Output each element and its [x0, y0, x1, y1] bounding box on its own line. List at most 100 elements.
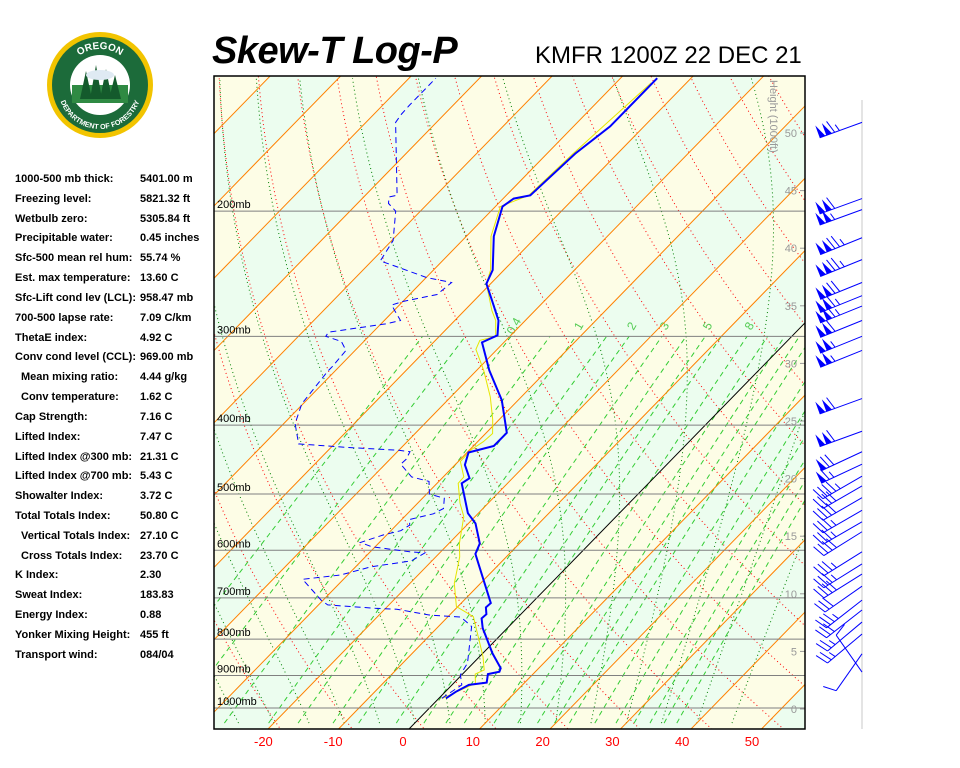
wind-barb-half	[830, 574, 837, 581]
wind-barb	[815, 209, 863, 226]
index-row: ThetaE index: 4.92 C	[15, 328, 215, 348]
dry-adiabat-line	[218, 76, 497, 729]
mixing-ratio-line	[537, 336, 786, 724]
wind-barb-pennant	[815, 401, 826, 414]
wind-barb-half	[839, 238, 845, 246]
isotherm-line	[214, 76, 271, 135]
wind-barb	[835, 624, 863, 673]
wind-barb-full	[826, 397, 836, 409]
isotherm-line	[824, 0, 960, 737]
wind-barb-full	[821, 493, 833, 504]
index-value: 183.83	[140, 589, 174, 602]
index-label: Cross Totals Index:	[21, 549, 123, 562]
index-value: 1.62 C	[140, 391, 173, 404]
wind-barb-pennant	[815, 355, 826, 368]
index-value: 969.00 mb	[140, 351, 194, 364]
temperature-tick-label: 40	[675, 734, 689, 749]
index-value: 5821.32 ft	[140, 192, 191, 205]
temperature-tick-label: 20	[535, 734, 549, 749]
wind-barb-half	[832, 613, 839, 619]
temperature-band	[214, 76, 341, 206]
height-tick-label: 30	[785, 358, 797, 370]
wind-barb-full	[819, 626, 831, 636]
wind-barb-pennant	[815, 325, 826, 338]
wind-barb-pennant	[821, 239, 833, 253]
index-label: Conv temperature:	[21, 391, 119, 404]
mixing-ratio-line	[268, 336, 551, 724]
index-row: Cross Totals Index: 23.70 C	[15, 546, 215, 566]
index-label: Mean mixing ratio:	[21, 371, 119, 384]
wind-barb-full	[823, 686, 837, 692]
isotherm-line	[690, 611, 805, 729]
wind-barb-half	[839, 260, 845, 268]
wind-barb-full	[817, 496, 828, 507]
wind-barb-full	[818, 600, 830, 610]
station-time-label: KMFR 1200Z 22 DEC 21	[535, 42, 802, 69]
height-tick-label: 10	[785, 589, 797, 601]
index-label: Energy Index:	[15, 609, 88, 622]
moist-adiabat-line	[214, 427, 345, 724]
pressure-label: 1000mb	[217, 696, 257, 708]
index-label: Total Totals Index:	[15, 509, 111, 522]
index-label: Yonker Mixing Height:	[15, 628, 131, 641]
logo-text-top: OREGON	[75, 41, 125, 58]
wind-barb	[815, 280, 863, 300]
height-tick-label: 15	[785, 531, 797, 543]
wind-barb	[815, 235, 863, 256]
isotherm-line	[337, 249, 805, 729]
height-tick-label: 45	[785, 186, 797, 198]
height-tick-label: 25	[785, 416, 797, 428]
wind-barb-full	[821, 541, 833, 551]
wind-barb-full	[826, 430, 836, 442]
index-value: 0.88	[140, 609, 162, 622]
wind-barb-pennant	[815, 434, 826, 447]
temperature-band	[214, 76, 805, 713]
wind-barb	[815, 463, 863, 484]
wind-barb-full	[817, 563, 829, 574]
wind-barb-full	[819, 639, 832, 649]
wind-barb	[815, 430, 863, 448]
isotherm-line	[549, 466, 805, 729]
mixing-ratio-line	[493, 336, 748, 724]
index-row: 1000-500 mb thick: 5401.00 m	[15, 169, 215, 189]
wind-barb-full	[819, 651, 832, 661]
index-label: Wetbulb zero:	[15, 212, 88, 225]
wind-barb-pennant	[815, 212, 826, 226]
wind-barb-full	[821, 518, 833, 529]
index-row: K Index: 2.30	[15, 566, 215, 586]
isotherm-line	[214, 76, 765, 641]
wind-barb	[812, 509, 863, 534]
wind-barb-full	[830, 257, 841, 269]
wind-barb-staff	[820, 320, 863, 338]
mixing-ratio-line	[358, 336, 630, 724]
mixing-ratio-line	[594, 380, 805, 724]
wind-barb-staff	[821, 451, 863, 472]
wind-barb-pennant	[821, 338, 833, 351]
temperature-tick-label: 0	[399, 734, 406, 749]
wind-barb-full	[817, 585, 829, 596]
mixing-ratio-line	[554, 336, 800, 724]
index-row: 700-500 lapse rate: 7.09 C/km	[15, 308, 215, 328]
wind-barb	[813, 551, 863, 577]
wind-barb-full	[815, 619, 827, 629]
index-label: Freezing level:	[15, 192, 92, 205]
index-row: Yonker Mixing Height: 455 ft	[15, 625, 215, 645]
wind-barb-pennant	[821, 432, 832, 445]
index-row: Lifted Index @300 mb: 21.31 C	[15, 447, 215, 467]
index-row: Wetbulb zero: 5305.84 ft	[15, 209, 215, 229]
index-label: Cap Strength:	[15, 410, 88, 423]
wind-barb-pennant	[815, 287, 826, 300]
wind-barb-full	[830, 280, 841, 292]
index-label: Vertical Totals Index:	[21, 529, 131, 542]
wind-barb-full	[825, 503, 837, 514]
wind-barb-full	[817, 543, 829, 554]
wind-barb	[813, 531, 863, 557]
wind-barb-pennant	[815, 458, 827, 471]
wind-barb-pennant	[821, 322, 833, 335]
plot-border	[213, 75, 806, 730]
index-row: Sfc-Lift cond lev (LCL): 958.47 mb	[15, 288, 215, 308]
wind-barb-staff	[823, 573, 863, 599]
wind-barb-full	[819, 456, 830, 468]
moist-adiabat-line	[214, 301, 380, 724]
